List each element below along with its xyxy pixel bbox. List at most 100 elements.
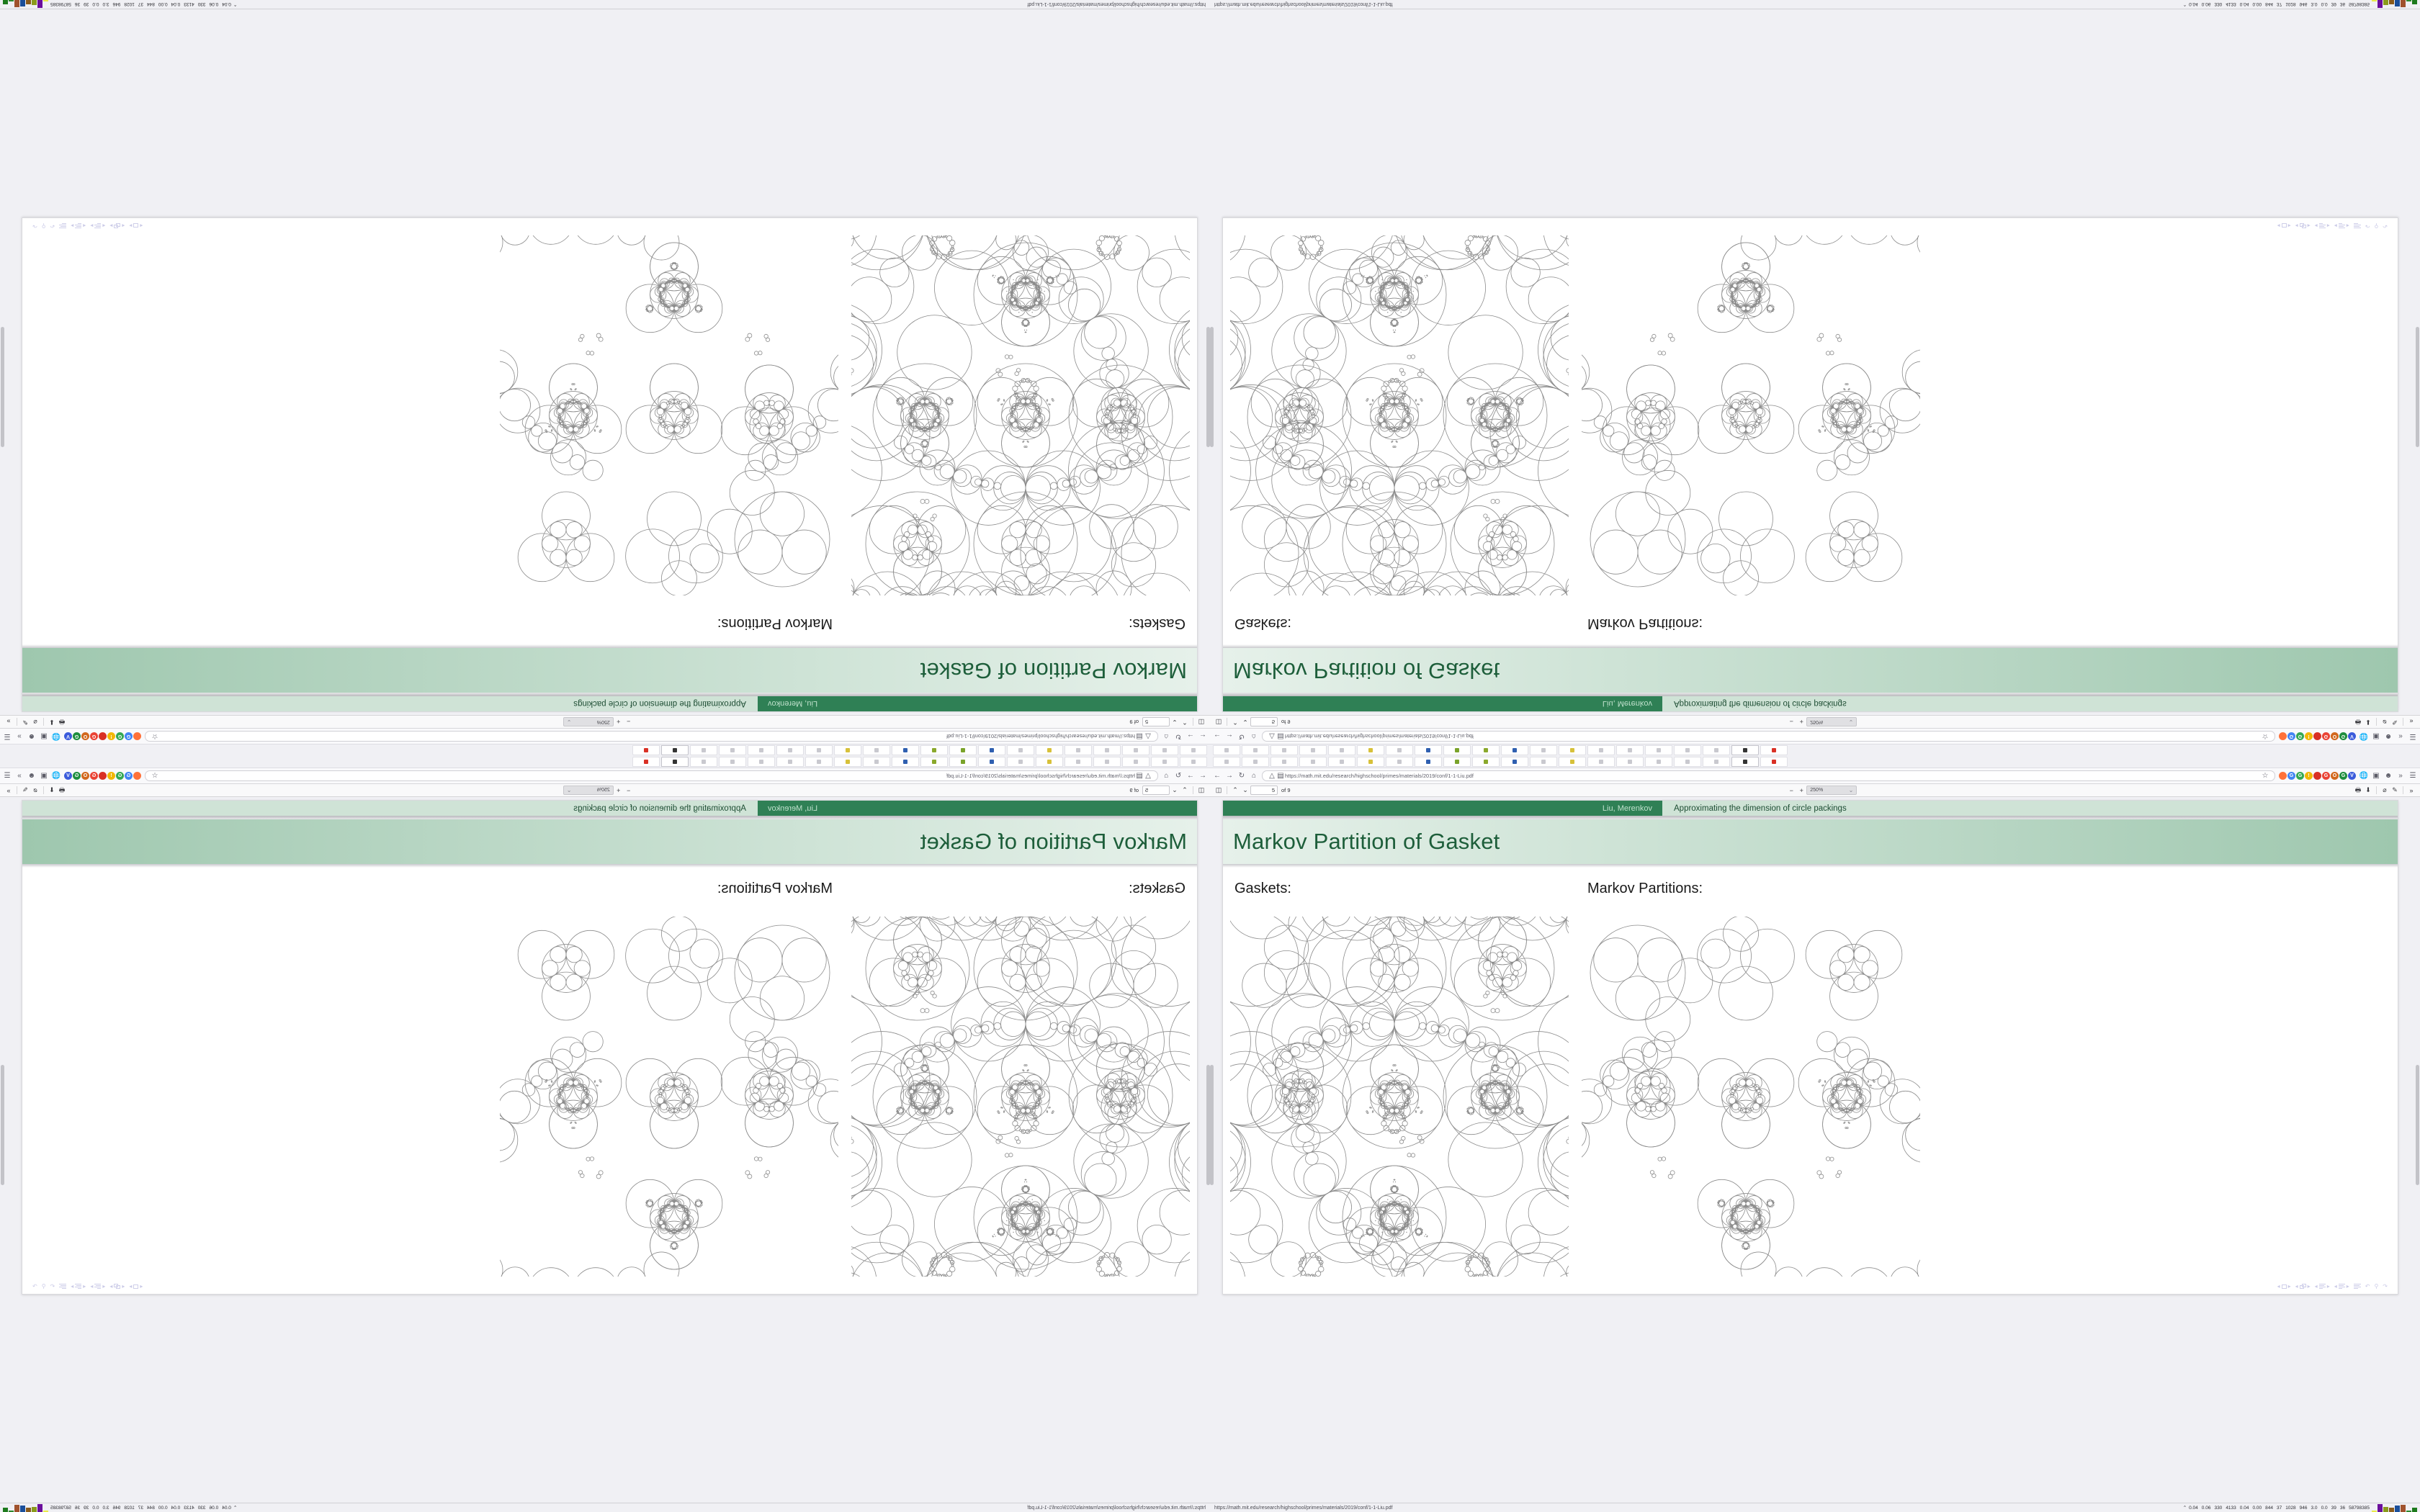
browser-tab[interactable] bbox=[863, 745, 890, 755]
warning-ext-icon[interactable]: ! bbox=[2305, 772, 2313, 780]
slide-prev-icon[interactable]: ◂ bbox=[2277, 1283, 2280, 1290]
more-tools-icon[interactable]: » bbox=[6, 718, 11, 726]
search-icon[interactable]: ⚲ bbox=[2374, 222, 2379, 229]
account-icon[interactable]: ☻ bbox=[2384, 771, 2393, 780]
browser-tab[interactable] bbox=[892, 745, 919, 755]
sidebar-toggle-icon[interactable]: ◫ bbox=[1198, 719, 1205, 726]
browser-tab[interactable] bbox=[1559, 745, 1586, 755]
scroll-indicator-left[interactable] bbox=[1210, 1065, 1214, 1185]
browser-tab[interactable] bbox=[632, 757, 660, 767]
zoom-select[interactable]: 250% ⌄ bbox=[563, 717, 614, 726]
browser-tab[interactable] bbox=[1007, 757, 1034, 767]
browser-tab[interactable] bbox=[1093, 745, 1121, 755]
browser-tab[interactable] bbox=[805, 757, 833, 767]
more-tools-icon[interactable]: » bbox=[6, 786, 11, 794]
google-ext-icon-2[interactable]: G bbox=[2296, 772, 2304, 780]
sidebar-toggle-icon[interactable]: ◫ bbox=[1215, 719, 1222, 726]
home-icon[interactable]: ⌂ bbox=[1163, 771, 1169, 780]
account-icon[interactable]: ☻ bbox=[27, 771, 36, 780]
forward-icon[interactable]: ↷ bbox=[32, 1283, 37, 1290]
print-icon[interactable]: 🖶 bbox=[58, 786, 66, 793]
frame-stack-icon[interactable] bbox=[2299, 223, 2306, 228]
subsection-icon[interactable] bbox=[94, 1284, 102, 1289]
section-prev-icon[interactable]: ◂ bbox=[83, 222, 86, 229]
beamer-navigation-bar[interactable]: ◂ ▸ ◂ ▸ ◂ ▸ bbox=[32, 1283, 143, 1290]
browser-tab[interactable] bbox=[1501, 757, 1528, 767]
browser-tab[interactable] bbox=[949, 757, 977, 767]
browser-tab[interactable] bbox=[1357, 745, 1384, 755]
slide-box-icon[interactable] bbox=[2281, 1284, 2287, 1289]
back-icon[interactable]: ↶ bbox=[50, 1283, 55, 1290]
section-next-icon[interactable]: ▸ bbox=[2346, 1283, 2349, 1290]
browser-tab[interactable] bbox=[719, 745, 746, 755]
extensions-icon[interactable]: 🌐 bbox=[2359, 771, 2369, 780]
firefox-logo-icon[interactable] bbox=[133, 772, 141, 780]
doc-icon[interactable] bbox=[2353, 223, 2361, 228]
scroll-indicator-left[interactable] bbox=[1210, 327, 1214, 447]
beamer-navigation-bar[interactable]: ◂ ▸ ◂ ▸ ◂ ▸ bbox=[2277, 222, 2388, 229]
doc-nav-group[interactable] bbox=[2353, 1284, 2361, 1289]
browser-tab[interactable] bbox=[1415, 745, 1442, 755]
url-bar[interactable]: △ ▤ https://math.mit.edu/research/highsc… bbox=[145, 770, 1158, 781]
browser-tab[interactable] bbox=[1270, 745, 1298, 755]
print-icon[interactable]: 🖶 bbox=[2354, 719, 2362, 726]
slide-box-icon[interactable] bbox=[2281, 223, 2287, 228]
scrollbar-thumb[interactable] bbox=[2416, 1065, 2419, 1185]
browser-tab[interactable] bbox=[1703, 757, 1730, 767]
green-ext-icon[interactable]: G bbox=[73, 732, 81, 740]
library-icon[interactable]: » bbox=[2398, 732, 2403, 741]
account-icon[interactable]: ☻ bbox=[27, 732, 36, 741]
download-icon[interactable]: ⬇ bbox=[49, 786, 55, 793]
pdf-page-viewport[interactable]: Liu, Merenkov Approximating the dimensio… bbox=[1210, 797, 2420, 1503]
doc-icon[interactable] bbox=[59, 223, 67, 228]
google-ext-icon[interactable]: G bbox=[2287, 772, 2295, 780]
google-ext-icon-2[interactable]: G bbox=[116, 772, 124, 780]
frame-stack-icon[interactable] bbox=[2299, 1284, 2306, 1289]
browser-tab[interactable] bbox=[1587, 757, 1615, 767]
browser-tab[interactable] bbox=[1065, 745, 1092, 755]
system-monitor[interactable]: ⌃ 0.04 0.06 330 4133 0.04 0.00 844 37 1028 946 3.0… bbox=[2183, 1503, 2420, 1512]
browser-tab[interactable] bbox=[978, 745, 1005, 755]
highlight-icon[interactable]: ✎ bbox=[22, 786, 28, 793]
browser-tab[interactable] bbox=[863, 757, 890, 767]
browser-tab[interactable] bbox=[1501, 745, 1528, 755]
browser-tab[interactable] bbox=[1645, 745, 1672, 755]
browser-tab[interactable] bbox=[1587, 745, 1615, 755]
frame-next-icon[interactable]: ▸ bbox=[2307, 222, 2311, 229]
browser-tab-active[interactable] bbox=[1731, 757, 1759, 767]
url-bar[interactable]: △ ▤ https://math.mit.edu/research/highsc… bbox=[1262, 731, 2275, 742]
browser-tab[interactable] bbox=[1443, 745, 1471, 755]
shield-ext-icon[interactable]: V bbox=[2348, 772, 2356, 780]
vertical-scrollbar[interactable] bbox=[0, 797, 5, 1503]
home-icon[interactable]: ⌂ bbox=[1251, 771, 1257, 780]
browser-tab[interactable] bbox=[1760, 745, 1788, 755]
avatar-ext-icon[interactable] bbox=[99, 732, 107, 740]
browser-tab[interactable] bbox=[632, 745, 660, 755]
browser-tab[interactable] bbox=[719, 757, 746, 767]
browser-tab[interactable] bbox=[1616, 757, 1644, 767]
subsection-prev-icon[interactable]: ◂ bbox=[102, 1283, 106, 1290]
browser-tab[interactable] bbox=[892, 757, 919, 767]
system-monitor[interactable]: ⌃ 0.04 0.06 330 4133 0.04 0.00 844 37 1028 946 3.0… bbox=[0, 1503, 237, 1512]
slide-box-icon[interactable] bbox=[133, 223, 139, 228]
page-up-icon[interactable]: ⌃ bbox=[1232, 719, 1238, 726]
google-ext-icon-3[interactable]: G bbox=[2322, 732, 2330, 740]
browser-tab[interactable] bbox=[1530, 757, 1557, 767]
firefox-logo-icon[interactable] bbox=[2279, 772, 2287, 780]
subsection-icon[interactable] bbox=[2318, 223, 2326, 228]
url-bar[interactable]: △ ▤ https://math.mit.edu/research/highsc… bbox=[145, 731, 1158, 742]
library-icon[interactable]: » bbox=[17, 771, 22, 780]
slide-nav-group[interactable]: ◂ ▸ bbox=[2277, 222, 2291, 229]
reload-icon[interactable]: ↻ bbox=[1175, 771, 1182, 780]
text-select-icon[interactable]: ⌀ bbox=[33, 719, 37, 726]
home-icon[interactable]: ⌂ bbox=[1163, 732, 1169, 741]
page-number-input[interactable]: 5 bbox=[1250, 786, 1278, 795]
warning-ext-icon[interactable]: ! bbox=[107, 732, 115, 740]
bookmark-star-icon[interactable]: ☆ bbox=[151, 771, 158, 780]
forward-icon[interactable]: ↷ bbox=[2383, 1283, 2388, 1290]
zoom-in-icon[interactable]: + bbox=[1799, 786, 1803, 794]
browser-tab[interactable] bbox=[1674, 757, 1701, 767]
shield-ext-icon[interactable]: V bbox=[64, 732, 72, 740]
page-down-icon[interactable]: ⌄ bbox=[1172, 719, 1178, 726]
blue-ext-icon[interactable]: O bbox=[2331, 772, 2339, 780]
